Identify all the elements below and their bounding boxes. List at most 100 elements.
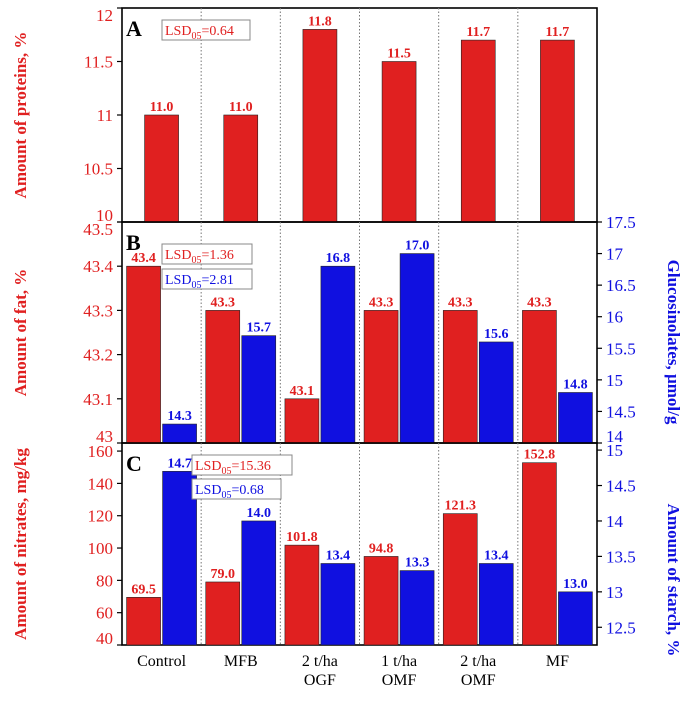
data-label: 43.3 — [527, 295, 552, 310]
data-label: 152.8 — [524, 448, 556, 463]
lsd-value: =0.68 — [231, 483, 263, 498]
bar-proteins — [540, 39, 575, 223]
y-tick-label: 43.1 — [83, 390, 113, 409]
data-label: 43.3 — [369, 295, 394, 310]
data-label: 17.0 — [405, 239, 430, 254]
y-tick-label: 140 — [88, 474, 114, 493]
y-tick-label: 10 — [96, 206, 113, 225]
bar-proteins — [223, 114, 259, 223]
y2-tick-label: 15 — [606, 371, 623, 390]
data-label: 43.1 — [290, 384, 315, 399]
lsd-label: LSD05=0.64 — [165, 24, 234, 42]
panel-letter: C — [126, 451, 142, 476]
x-tick-label: MFB — [224, 653, 258, 670]
lsd-box — [161, 243, 253, 265]
lsd-sub: 05 — [191, 255, 201, 266]
bar-fat — [205, 310, 241, 444]
lsd-value: =2.81 — [201, 273, 233, 288]
panel-letter: B — [126, 230, 141, 255]
data-label: 11.7 — [546, 25, 570, 40]
bar-proteins — [381, 61, 417, 223]
bar-fat — [284, 398, 320, 444]
lsd-sub: 05 — [221, 466, 231, 477]
data-label: 11.0 — [150, 100, 174, 115]
data-label: 13.0 — [563, 577, 588, 592]
y2-tick-label: 14.5 — [606, 402, 636, 421]
y-tick-label: 80 — [96, 571, 113, 590]
panel-letter: A — [126, 16, 142, 41]
lsd-sub: 05 — [221, 490, 231, 501]
bar-nitrates — [205, 581, 241, 646]
data-label: 14.8 — [563, 377, 588, 392]
lsd-base: LSD — [165, 24, 191, 39]
x-tick-label-line2: OMF — [461, 672, 496, 689]
y-axis-label: Amount of fat, % — [11, 269, 30, 397]
y-tick-label: 43 — [96, 427, 113, 446]
y2-axis-label: Glucosinolates, µmol/g — [664, 260, 683, 425]
y-tick-label: 43.4 — [83, 257, 113, 276]
y2-tick-label: 14.5 — [606, 477, 636, 496]
y2-tick-label: 15.5 — [606, 339, 636, 358]
y2-tick-label: 17 — [606, 245, 624, 264]
bar-proteins — [302, 29, 338, 223]
x-tick-label: 2 t/ha — [460, 653, 496, 670]
data-label: 69.5 — [131, 582, 156, 597]
data-label: 43.3 — [211, 295, 236, 310]
data-label: 11.8 — [308, 14, 332, 29]
y2-tick-label: 17.5 — [606, 213, 636, 232]
lsd-base: LSD — [165, 248, 191, 263]
bar-starch — [558, 591, 593, 646]
data-label: 13.4 — [484, 548, 509, 563]
lsd-label: LSD05=0.68 — [195, 483, 264, 501]
bar-starch — [241, 520, 277, 646]
bar-fat — [522, 310, 557, 444]
lsd-sub: 05 — [191, 280, 201, 291]
y-tick-label: 40 — [96, 629, 113, 648]
data-label: 16.8 — [326, 251, 351, 266]
lsd-base: LSD — [165, 273, 191, 288]
y2-tick-label: 12.5 — [606, 618, 636, 637]
lsd-box — [191, 478, 282, 500]
data-label: 14.0 — [247, 506, 272, 521]
y-tick-label: 100 — [88, 539, 114, 558]
y-tick-label: 12 — [96, 6, 113, 25]
x-tick-label: MF — [546, 653, 569, 670]
y2-tick-label: 15 — [606, 441, 623, 460]
y-tick-label: 10.5 — [83, 160, 113, 179]
data-label: 94.8 — [369, 541, 394, 556]
y-tick-label: 43.5 — [83, 220, 113, 239]
data-label: 13.4 — [326, 548, 351, 563]
lsd-base: LSD — [195, 483, 221, 498]
data-label: 43.4 — [131, 251, 156, 266]
lsd-label: LSD05=1.36 — [165, 248, 234, 266]
data-label: 15.6 — [484, 327, 509, 342]
lsd-value: =15.36 — [231, 459, 270, 474]
lsd-label: LSD05=15.36 — [195, 459, 271, 477]
bar-nitrates — [363, 556, 399, 646]
bar-nitrates — [126, 597, 161, 646]
x-tick-label: Control — [137, 653, 186, 670]
y2-tick-label: 14 — [606, 512, 624, 531]
x-tick-label: 1 t/ha — [381, 653, 417, 670]
y-tick-label: 43.2 — [83, 346, 113, 365]
x-tick-label-line2: OGF — [304, 672, 336, 689]
x-tick-label: 2 t/ha — [302, 653, 338, 670]
bar-glucosinolates — [162, 423, 197, 444]
panel-a: 10 10.5 11 11.5 12 11.0 11.0 11.8 11.5 11.7 11.7 A L… — [11, 6, 598, 225]
data-label: 15.7 — [247, 321, 272, 336]
y2-tick-label: 13 — [606, 583, 623, 602]
bar-starch — [478, 563, 514, 646]
y-tick-label: 160 — [88, 442, 114, 461]
bar-glucosinolates — [478, 341, 514, 444]
bar-fat — [126, 265, 161, 444]
bar-nitrates — [522, 462, 557, 646]
y-tick-label: 60 — [96, 604, 113, 623]
data-label: 14.3 — [167, 409, 192, 424]
bar-starch — [320, 563, 356, 646]
y2-tick-label: 13.5 — [606, 547, 636, 566]
lsd-box — [161, 268, 253, 290]
bar-glucosinolates — [241, 335, 277, 444]
data-label: 13.3 — [405, 556, 430, 571]
